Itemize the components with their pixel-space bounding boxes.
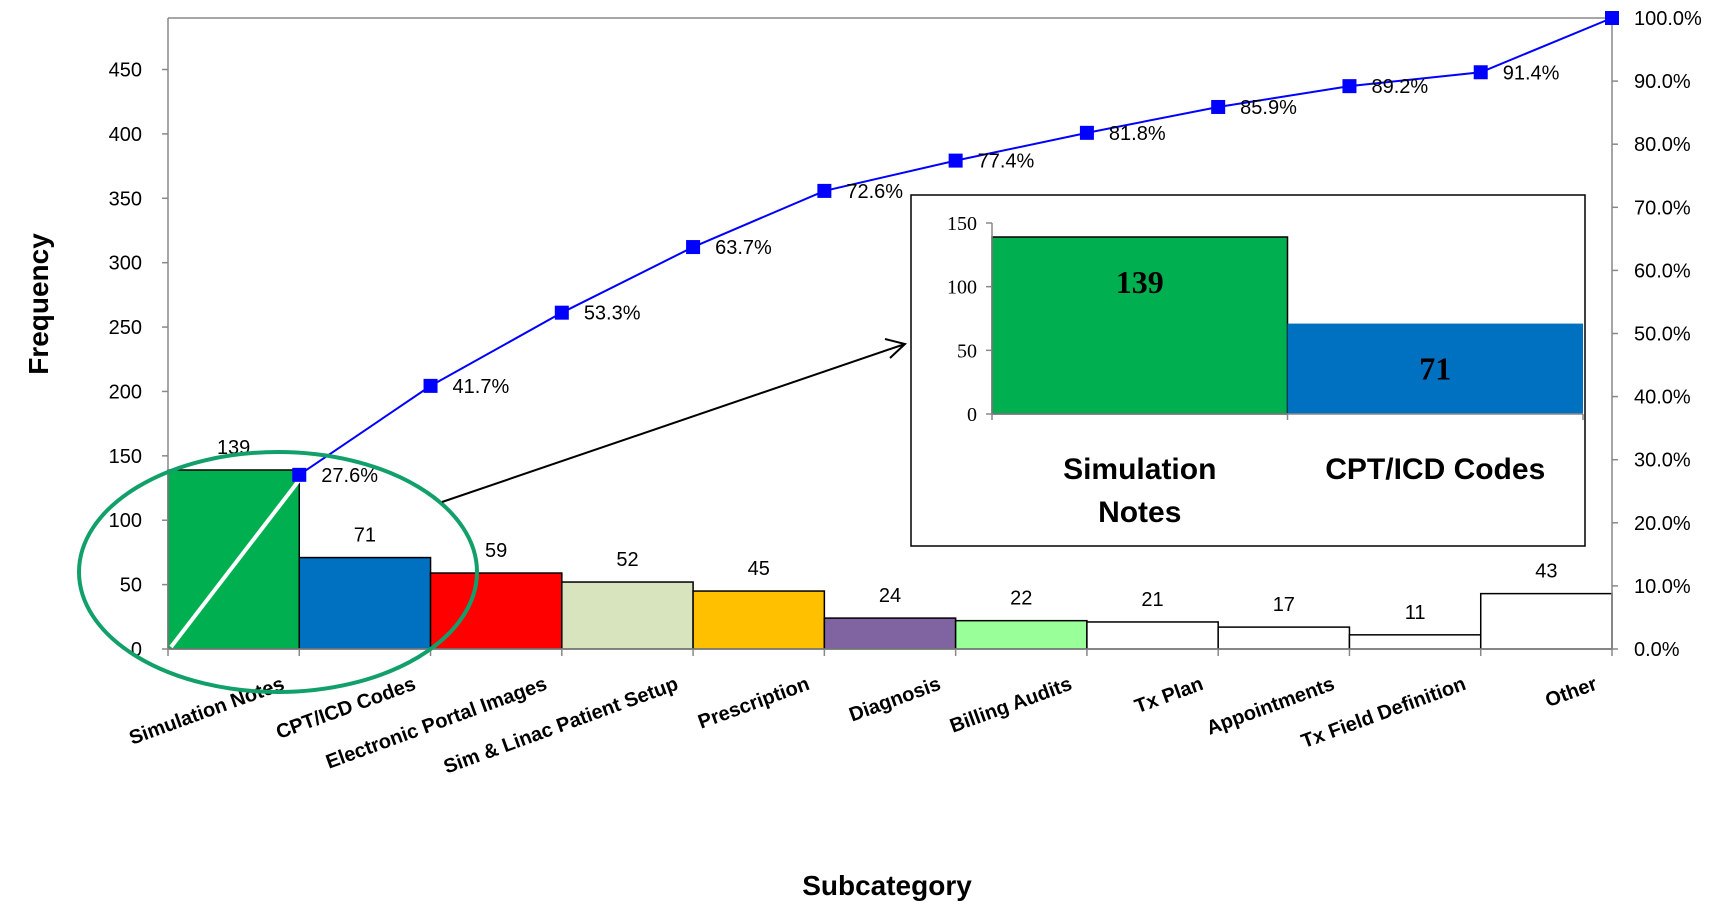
y-axis-left: 0 50 100 150 200 250 300 350 400 450 bbox=[109, 18, 169, 661]
y2-tick-label: 100.0% bbox=[1634, 8, 1702, 30]
cumulative-label: 91.4% bbox=[1503, 62, 1560, 84]
inset-value-label: 71 bbox=[1419, 351, 1451, 387]
cumulative-point-1 bbox=[292, 467, 307, 482]
bar-value-label: 52 bbox=[616, 549, 638, 571]
cumulative-label: 41.7% bbox=[453, 376, 510, 398]
y-tick-label: 250 bbox=[109, 317, 142, 339]
x-axis bbox=[167, 17, 1613, 656]
bar-value-label: 71 bbox=[354, 525, 376, 547]
cumulative-label: 53.3% bbox=[584, 303, 641, 325]
cumulative-label: 63.7% bbox=[715, 237, 772, 259]
x-axis-title: Subcategory bbox=[802, 870, 972, 901]
category-label: Tx Plan bbox=[1132, 673, 1206, 718]
cumulative-point-6 bbox=[948, 153, 963, 168]
y2-tick-label: 50.0% bbox=[1634, 324, 1691, 346]
y-tick-label: 150 bbox=[109, 446, 142, 468]
cumulative-label: 77.4% bbox=[978, 151, 1035, 173]
bar-value-label: 21 bbox=[1141, 589, 1163, 611]
y-axis-right: 0.0% 10.0% 20.0% 30.0% 40.0% 50.0% 60.0% 70.0% 8… bbox=[1611, 8, 1702, 661]
inset-y-tick-label: 100 bbox=[947, 277, 977, 299]
cumulative-point-9 bbox=[1342, 79, 1357, 94]
cumulative-point-5 bbox=[817, 183, 832, 198]
category-label: Electronic Portal Images bbox=[323, 673, 550, 774]
y2-tick-label: 60.0% bbox=[1634, 260, 1691, 282]
bar-9 bbox=[1217, 626, 1351, 650]
y2-tick-label: 30.0% bbox=[1634, 450, 1691, 472]
inset-bar-2 bbox=[1287, 323, 1583, 414]
bar-value-label: 11 bbox=[1405, 602, 1426, 624]
inset-y-tick-label: 0 bbox=[967, 404, 977, 426]
cumulative-line-group: 27.6% 41.7% 53.3% 63.7% 72.6% 77.4% 81.8% 85.9%… bbox=[292, 11, 1619, 487]
bar-5 bbox=[692, 590, 826, 650]
y-tick-label: 300 bbox=[109, 253, 142, 275]
category-label: Prescription bbox=[695, 673, 812, 734]
inset-chart: 139 71 0 50 100 150 Simulation Notes CPT/ICD Cod… bbox=[910, 194, 1586, 547]
y2-tick-label: 80.0% bbox=[1634, 134, 1691, 156]
inset-y-tick-label: 150 bbox=[947, 213, 977, 235]
callout-arrowhead bbox=[884, 338, 908, 359]
y2-tick-label: 10.0% bbox=[1634, 576, 1691, 598]
category-label: Other bbox=[1542, 673, 1600, 712]
bar-value-label: 17 bbox=[1273, 594, 1295, 616]
bar-value-label: 24 bbox=[879, 585, 901, 607]
cumulative-point-2 bbox=[423, 378, 438, 393]
cumulative-point-8 bbox=[1211, 99, 1226, 114]
cumulative-label: 85.9% bbox=[1240, 97, 1297, 119]
bars-group bbox=[167, 469, 1613, 650]
cumulative-point-11 bbox=[1605, 11, 1619, 25]
y-tick-label: 50 bbox=[120, 575, 142, 597]
category-label: Sim & Linac Patient Setup bbox=[441, 673, 681, 778]
bar-value-label: 45 bbox=[748, 558, 770, 580]
y-tick-label: 0 bbox=[131, 639, 142, 661]
inset-category-label: CPT/ICD Codes bbox=[1325, 453, 1545, 486]
bar-value-label: 43 bbox=[1535, 561, 1557, 583]
cumulative-label: 89.2% bbox=[1371, 76, 1428, 98]
category-label: Billing Audits bbox=[947, 673, 1075, 737]
bar-7 bbox=[954, 619, 1088, 650]
inset-category-label: Simulation bbox=[1063, 453, 1216, 486]
y2-tick-label: 20.0% bbox=[1634, 513, 1691, 535]
bar-11 bbox=[1479, 592, 1613, 650]
inset-y-tick-label: 50 bbox=[957, 340, 977, 362]
y2-tick-label: 90.0% bbox=[1634, 71, 1691, 93]
y2-tick-label: 70.0% bbox=[1634, 197, 1691, 219]
y-tick-label: 350 bbox=[109, 188, 142, 210]
cumulative-point-10 bbox=[1473, 65, 1488, 80]
bar-8 bbox=[1086, 621, 1219, 650]
y-tick-label: 450 bbox=[109, 60, 142, 82]
bar-10 bbox=[1348, 634, 1482, 650]
cumulative-label: 81.8% bbox=[1109, 123, 1166, 145]
y2-tick-label: 40.0% bbox=[1634, 387, 1691, 409]
cumulative-point-3 bbox=[554, 305, 569, 320]
inset-category-label: Notes bbox=[1098, 496, 1181, 529]
y2-tick-label: 0.0% bbox=[1634, 639, 1680, 661]
y-axis-title: Frequency bbox=[23, 233, 54, 375]
cumulative-label: 27.6% bbox=[321, 465, 378, 487]
y-tick-label: 100 bbox=[109, 510, 142, 532]
cumulative-label: 72.6% bbox=[846, 181, 903, 203]
y-tick-label: 200 bbox=[109, 381, 142, 403]
bar-1-diagonal bbox=[169, 478, 301, 649]
bar-2 bbox=[298, 556, 432, 650]
bar-value-label: 22 bbox=[1010, 588, 1032, 610]
bar-6 bbox=[823, 617, 957, 650]
callout-arrow bbox=[441, 343, 906, 503]
inset-value-label: 139 bbox=[1116, 264, 1164, 300]
cumulative-point-7 bbox=[1079, 125, 1094, 140]
bar-4 bbox=[561, 581, 694, 650]
bar-3 bbox=[429, 572, 563, 650]
highlight-ellipse bbox=[77, 450, 479, 694]
bar-value-label: 59 bbox=[485, 540, 507, 562]
category-label: Diagnosis bbox=[846, 673, 943, 726]
cumulative-point-4 bbox=[686, 240, 701, 255]
y-tick-label: 400 bbox=[109, 124, 142, 146]
